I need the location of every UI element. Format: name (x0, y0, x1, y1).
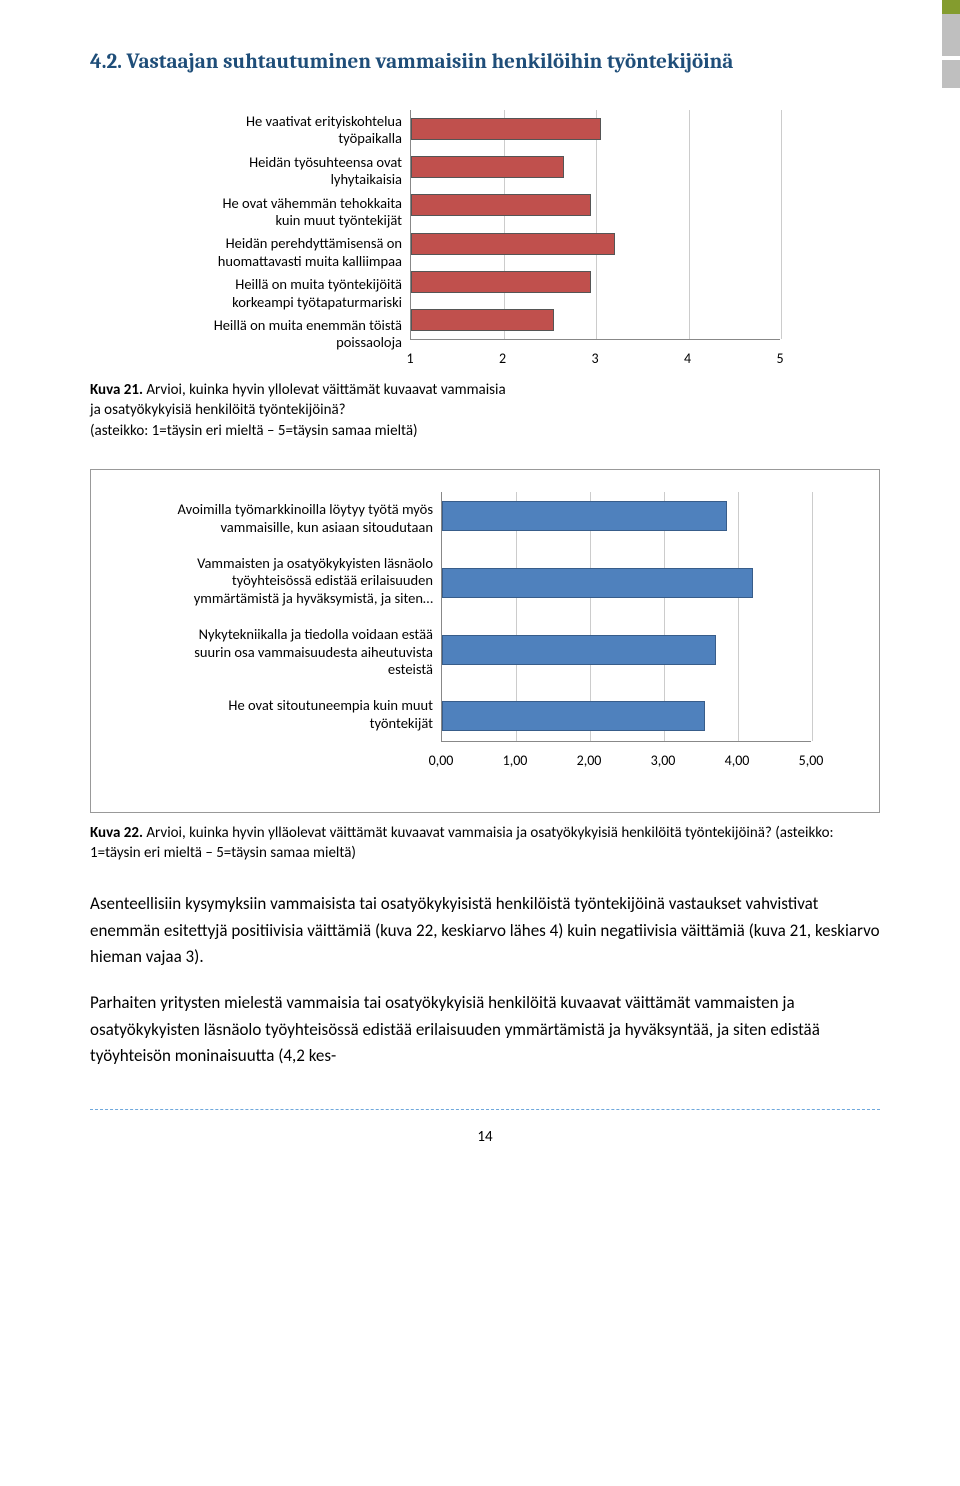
bar (442, 635, 716, 665)
bar (411, 309, 554, 331)
axis-tick: 0,00 (429, 752, 454, 769)
axis-tick: 1,00 (503, 752, 528, 769)
paragraph-2: Parhaiten yritysten mielestä vammaisia t… (90, 990, 880, 1069)
chart-1: He vaativat erityiskohtelua työpaikallaH… (90, 110, 880, 370)
footer-rule (90, 1109, 880, 1110)
chart-wrap: Avoimilla työmarkkinoilla löytyy työtä m… (111, 492, 859, 742)
chart-category-label: He ovat vähemmän tehokkaita kuin muut ty… (90, 192, 402, 233)
axis-tick: 4 (684, 350, 691, 367)
side-tab (942, 14, 960, 56)
axis-tick: 5,00 (799, 752, 824, 769)
bar (411, 156, 564, 178)
chart-labels: He vaativat erityiskohtelua työpaikallaH… (90, 110, 410, 340)
gridline (812, 492, 813, 741)
bar (442, 501, 727, 531)
chart-category-label: He ovat sitoutuneempia kuin muut työntek… (111, 694, 433, 735)
chart-category-label: Vammaisten ja osatyökykyisten läsnäolo t… (111, 552, 433, 610)
page-number: 14 (90, 1128, 880, 1146)
caption-label: Kuva 22. (90, 824, 143, 842)
caption-kuva-22: Kuva 22. Arvioi, kuinka hyvin ylläolevat… (90, 823, 880, 864)
axis-tick: 4,00 (725, 752, 750, 769)
bar (411, 194, 591, 216)
bar (442, 701, 705, 731)
axis-tick: 2 (499, 350, 506, 367)
page: 4.2. Vastaajan suhtautuminen vammaisiin … (0, 0, 960, 1486)
axis-tick: 3,00 (651, 752, 676, 769)
chart-category-label: Heillä on muita enemmän töistä poissaolo… (90, 314, 402, 355)
x-axis: 0,001,002,003,004,005,00 (441, 752, 811, 772)
caption-text: Arvioi, kuinka hyvin ylläolevat väittämä… (90, 824, 834, 862)
paragraph-1: Asenteellisiin kysymyksiin vammaisista t… (90, 891, 880, 970)
chart-category-label: Nykytekniikalla ja tiedolla voidaan estä… (111, 623, 433, 681)
axis-tick: 3 (591, 350, 598, 367)
axis-tick: 2,00 (577, 752, 602, 769)
chart-labels: Avoimilla työmarkkinoilla löytyy työtä m… (111, 492, 441, 742)
axis-tick: 5 (776, 350, 783, 367)
bar (411, 233, 615, 255)
caption-kuva-21: Kuva 21. Arvioi, kuinka hyvin yllolevat … (90, 380, 880, 441)
chart-2-box: Avoimilla työmarkkinoilla löytyy työtä m… (90, 469, 880, 813)
chart-category-label: He vaativat erityiskohtelua työpaikalla (90, 110, 402, 151)
bar (442, 568, 753, 598)
gridline (781, 110, 782, 339)
side-tabs (942, 0, 960, 88)
chart-category-label: Heidän työsuhteensa ovat lyhytaikaisia (90, 151, 402, 192)
bar (411, 271, 591, 293)
caption-text: Arvioi, kuinka hyvin yllolevat väittämät… (90, 381, 506, 440)
caption-label: Kuva 21. (90, 381, 143, 399)
bar (411, 118, 601, 140)
bars (442, 492, 811, 741)
side-tab (942, 0, 960, 14)
chart-category-label: Avoimilla työmarkkinoilla löytyy työtä m… (111, 498, 433, 539)
chart-wrap: He vaativat erityiskohtelua työpaikallaH… (90, 110, 880, 340)
side-tab (942, 60, 960, 88)
axis-tick: 1 (406, 350, 413, 367)
chart-plot (410, 110, 780, 340)
bars (411, 110, 780, 339)
chart-2: Avoimilla työmarkkinoilla löytyy työtä m… (111, 492, 859, 772)
chart-plot (441, 492, 811, 742)
x-axis: 12345 (410, 350, 780, 370)
chart-category-label: Heidän perehdyttämisensä on huomattavast… (90, 232, 402, 273)
chart-category-label: Heillä on muita työntekijöitä korkeampi … (90, 273, 402, 314)
section-title: 4.2. Vastaajan suhtautuminen vammaisiin … (90, 50, 880, 74)
